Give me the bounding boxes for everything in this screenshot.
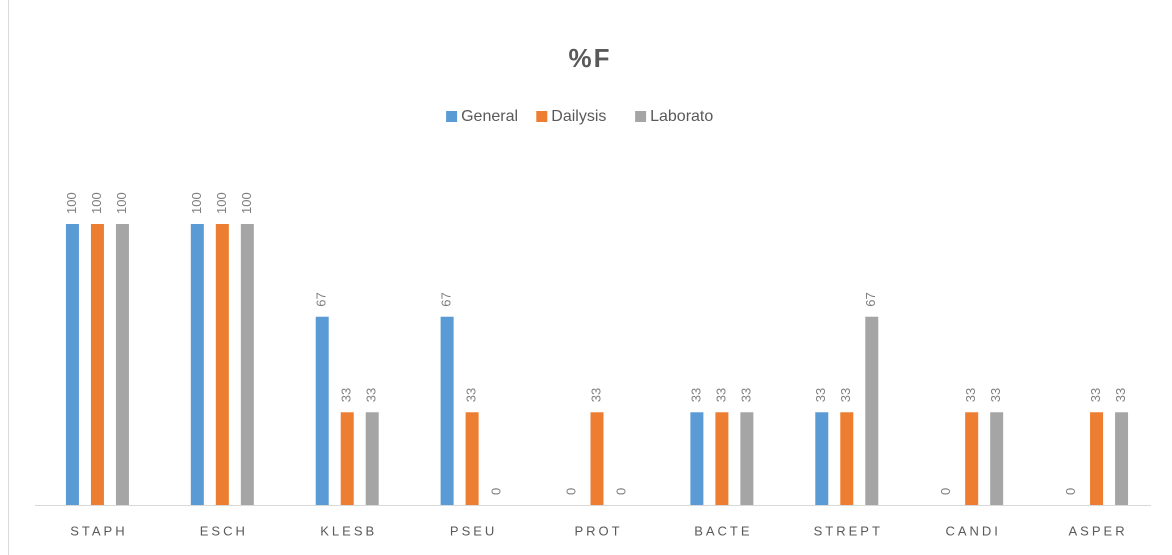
x-tick-label: STAPH [70,523,127,538]
bar [590,412,604,505]
data-label: 33 [339,388,354,402]
bar [340,412,354,505]
legend-swatch [446,111,458,122]
data-label: 33 [364,388,379,402]
data-label: 67 [314,292,329,306]
x-tick-label: BACTE [694,523,752,538]
data-label: 33 [1113,388,1128,402]
data-label: 0 [613,488,628,495]
data-label: 33 [963,388,978,402]
bar [1115,412,1129,505]
data-label: 33 [838,388,853,402]
bar [315,316,329,505]
bar [840,412,854,505]
x-tick-label: CANDI [945,523,1000,538]
bar [715,412,729,505]
legend-swatch [635,111,647,122]
chart-title: %F [569,43,612,73]
data-label: 67 [439,292,454,306]
bar [965,412,979,505]
data-label: 33 [1088,388,1103,402]
bar [815,412,829,505]
data-label: 0 [938,488,953,495]
bar [990,412,1004,505]
data-label: 33 [688,388,703,402]
data-label: 100 [239,192,254,214]
bar [215,224,229,505]
bar [90,224,104,505]
legend-label: General [461,108,518,125]
bar [1090,412,1104,505]
data-label: 33 [713,388,728,402]
x-tick-label: PROT [574,523,622,538]
data-label: 33 [988,388,1003,402]
bar [865,316,879,505]
bar [65,224,79,505]
bar [115,224,129,505]
bar [465,412,479,505]
legend-label: Dailysis [551,108,606,125]
x-tick-label: STREPT [814,523,883,538]
data-label: 0 [489,488,504,495]
bar [365,412,379,505]
x-tick-label: KLESB [320,523,377,538]
bar [690,412,704,505]
data-label: 33 [588,388,603,402]
data-label: 0 [563,488,578,495]
data-label: 100 [89,192,104,214]
data-label: 33 [464,388,479,402]
data-label: 100 [214,192,229,214]
data-label: 67 [863,292,878,306]
x-tick-label: ASPER [1069,523,1128,538]
bar [190,224,204,505]
data-label: 0 [1063,488,1078,495]
data-label: 33 [813,388,828,402]
data-label: 100 [114,192,129,214]
legend-label: Laborato [650,108,713,125]
data-label: 100 [64,192,79,214]
bar [440,316,454,505]
bar [240,224,254,505]
x-tick-label: ESCH [200,523,248,538]
x-tick-label: PSEU [450,523,497,538]
data-label: 100 [189,192,204,214]
bar [740,412,754,505]
data-label: 33 [738,388,753,402]
legend-swatch [536,111,548,122]
